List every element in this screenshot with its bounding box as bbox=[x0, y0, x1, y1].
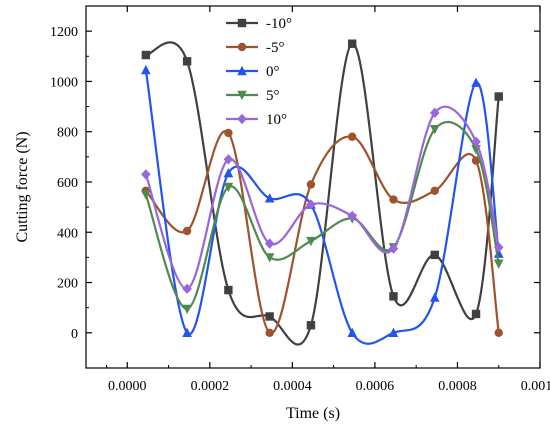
y-tick-label: 0 bbox=[71, 327, 78, 342]
y-axis: 0 200 400 600 800 1000 1200 bbox=[50, 25, 540, 342]
data-point-1-5 bbox=[348, 132, 357, 141]
data-point-0-1 bbox=[182, 57, 192, 66]
series-0 bbox=[141, 39, 503, 346]
data-point-3-3 bbox=[264, 253, 275, 263]
data-point-4-0 bbox=[141, 169, 151, 180]
plot-frame bbox=[85, 5, 541, 369]
data-point-2-2 bbox=[223, 167, 234, 178]
data-point-1-8 bbox=[471, 156, 481, 165]
legend-item-2: 0° bbox=[226, 64, 280, 80]
data-point-3-1 bbox=[182, 304, 192, 315]
legend-item-1: -5° bbox=[226, 40, 285, 56]
y-tick-label: 1000 bbox=[50, 75, 78, 90]
data-point-1-6 bbox=[389, 195, 398, 204]
series-line-3 bbox=[144, 121, 500, 311]
legend-item-3: 5° bbox=[226, 88, 280, 104]
legend-item-0: -10° bbox=[226, 16, 292, 32]
data-point-0-6 bbox=[389, 292, 398, 301]
y-axis-title: Cutting force (N) bbox=[14, 131, 31, 242]
data-point-0-7 bbox=[430, 250, 439, 260]
data-point-4-6 bbox=[388, 243, 399, 254]
legend-marker-0 bbox=[237, 18, 247, 28]
data-point-2-6 bbox=[388, 327, 399, 338]
data-point-0-4 bbox=[306, 321, 316, 330]
data-point-3-2 bbox=[223, 182, 234, 193]
x-tick-label: 0.0000 bbox=[108, 379, 147, 394]
series-layer bbox=[141, 39, 504, 346]
data-point-0-2 bbox=[224, 285, 233, 295]
series-1 bbox=[141, 128, 503, 338]
legend-marker-4 bbox=[237, 113, 247, 125]
y-tick-label: 400 bbox=[57, 226, 78, 241]
legend-label-3: 5° bbox=[266, 88, 280, 104]
data-point-4-9 bbox=[493, 242, 504, 253]
data-point-4-2 bbox=[223, 154, 234, 165]
data-point-0-9 bbox=[494, 92, 503, 101]
legend-label-1: -5° bbox=[266, 40, 285, 56]
legend: -10° -5° 0° 5° 10° bbox=[226, 16, 292, 128]
x-tick-label: 0.0006 bbox=[356, 379, 395, 394]
data-point-2-0 bbox=[141, 64, 151, 75]
data-point-2-8 bbox=[471, 77, 481, 87]
data-point-2-7 bbox=[429, 292, 440, 302]
data-point-1-3 bbox=[265, 328, 274, 338]
legend-item-4: 10° bbox=[226, 112, 287, 128]
data-point-0-5 bbox=[348, 39, 357, 48]
legend-label-0: -10° bbox=[266, 16, 292, 32]
legend-marker-2 bbox=[237, 65, 247, 76]
x-tick-label: 0.0002 bbox=[191, 379, 230, 394]
data-point-3-9 bbox=[493, 259, 504, 269]
data-point-4-1 bbox=[182, 283, 192, 295]
series-line-4 bbox=[144, 105, 500, 290]
x-axis-title: Time (s) bbox=[286, 405, 340, 422]
y-tick-label: 1200 bbox=[50, 25, 78, 40]
series-line-0 bbox=[145, 41, 500, 346]
x-tick-label: 0.0008 bbox=[438, 379, 477, 394]
y-tick-label: 200 bbox=[57, 277, 78, 292]
data-point-1-7 bbox=[430, 186, 439, 195]
data-point-1-4 bbox=[306, 180, 316, 189]
x-tick-label: 0.0004 bbox=[273, 379, 312, 394]
data-point-1-2 bbox=[224, 128, 233, 138]
series-4 bbox=[141, 105, 504, 295]
data-point-4-5 bbox=[347, 210, 358, 222]
data-point-0-0 bbox=[141, 50, 151, 60]
y-tick-label: 600 bbox=[57, 176, 78, 191]
data-point-1-1 bbox=[182, 226, 192, 236]
data-point-3-4 bbox=[306, 236, 316, 247]
data-point-4-4 bbox=[306, 199, 316, 210]
legend-marker-3 bbox=[237, 90, 247, 101]
legend-marker-1 bbox=[237, 42, 247, 52]
data-point-4-7 bbox=[429, 107, 440, 119]
series-line-2 bbox=[144, 69, 500, 345]
data-point-4-8 bbox=[471, 136, 481, 147]
data-point-2-1 bbox=[182, 327, 192, 338]
legend-label-2: 0° bbox=[266, 64, 280, 80]
y-tick-label: 800 bbox=[57, 126, 78, 141]
data-point-4-3 bbox=[264, 238, 275, 249]
data-point-3-7 bbox=[429, 124, 440, 135]
data-point-3-0 bbox=[141, 190, 151, 200]
legend-label-4: 10° bbox=[266, 112, 287, 128]
data-point-1-9 bbox=[494, 328, 503, 338]
data-point-2-3 bbox=[264, 193, 275, 203]
data-point-2-5 bbox=[347, 327, 358, 338]
data-point-0-3 bbox=[265, 312, 274, 321]
data-point-0-8 bbox=[471, 309, 481, 319]
